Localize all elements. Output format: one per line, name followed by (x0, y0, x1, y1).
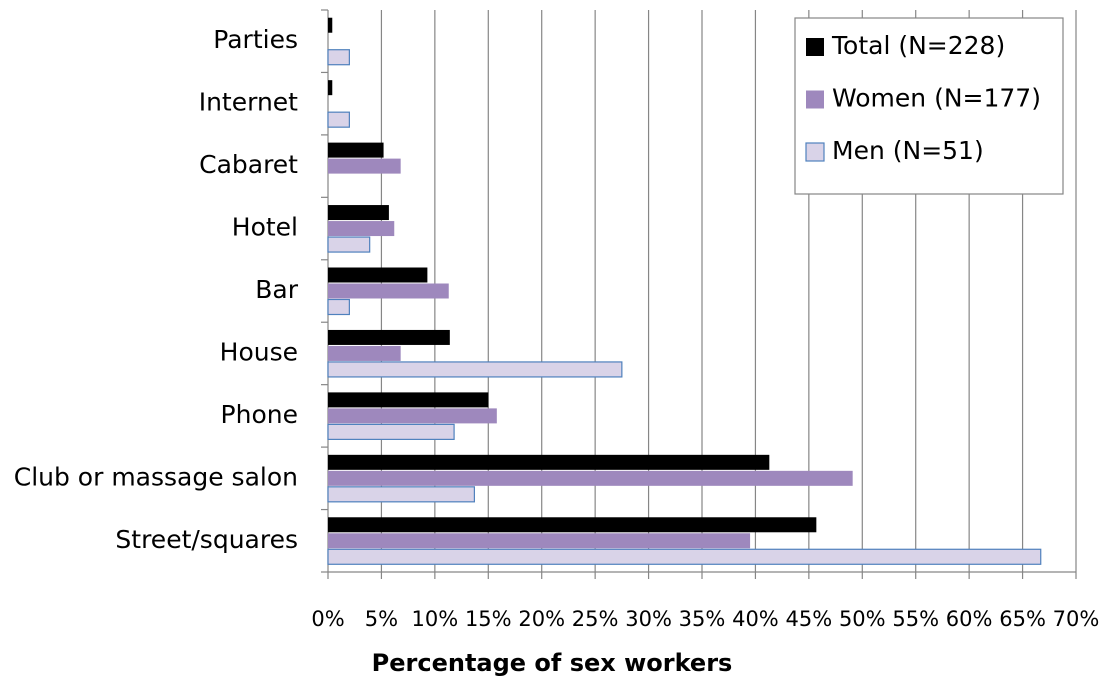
bar (328, 17, 333, 33)
y-tick-label: Street/squares (115, 525, 298, 554)
legend-swatch (806, 38, 824, 56)
x-tick-label: 20% (518, 607, 565, 631)
y-tick-label: Parties (213, 25, 298, 54)
legend-swatch (805, 142, 825, 162)
legend-label: Women (N=177) (832, 84, 1041, 113)
y-tick-label: Bar (255, 275, 298, 304)
y-tick-label: Phone (221, 400, 298, 429)
legend-label: Total (N=228) (831, 31, 1005, 60)
bar (327, 298, 350, 316)
x-tick-label: 40% (732, 607, 779, 631)
bar (327, 486, 475, 503)
bar (328, 283, 449, 299)
bar (328, 345, 401, 361)
legend-box (794, 17, 1064, 195)
y-tick-label: Club or massage salon (14, 462, 298, 491)
x-tick-label: 70% (1053, 607, 1100, 631)
x-axis-label: Percentage of sex workers (372, 649, 733, 677)
legend-label: Men (N=51) (832, 136, 984, 165)
bar (328, 205, 389, 221)
bar (327, 111, 350, 128)
x-tick-label: 35% (679, 607, 726, 631)
bar (328, 470, 853, 486)
bar (328, 533, 751, 549)
bar (328, 158, 401, 174)
x-tick-label: 10% (412, 607, 459, 631)
x-tick-label: 25% (572, 607, 619, 631)
bar (328, 517, 817, 533)
bar (328, 221, 395, 237)
bar (328, 392, 489, 408)
x-tick-label: 15% (465, 607, 512, 631)
x-tick-label: 5% (365, 607, 398, 631)
y-tick-label: Cabaret (199, 150, 298, 179)
x-tick-label: 50% (839, 607, 886, 631)
bar (327, 361, 623, 378)
x-tick-label: 30% (625, 607, 672, 631)
y-tick-label: Internet (199, 88, 298, 117)
x-tick-label: 45% (786, 607, 833, 631)
bar (328, 267, 428, 283)
x-tick-label: 0% (311, 607, 344, 631)
legend-swatch (806, 90, 824, 109)
bar (328, 80, 333, 96)
bar (327, 49, 350, 66)
bar (328, 329, 450, 345)
y-tick-label: House (220, 337, 298, 366)
x-tick-label: 55% (892, 607, 939, 631)
bar (327, 236, 371, 253)
bar (328, 408, 497, 424)
x-tick-label: 60% (946, 607, 993, 631)
y-tick-label: Hotel (232, 213, 298, 242)
bar (328, 454, 770, 470)
bar (327, 423, 455, 440)
bar (327, 548, 1042, 565)
bar (328, 142, 384, 158)
x-tick-label: 65% (999, 607, 1046, 631)
